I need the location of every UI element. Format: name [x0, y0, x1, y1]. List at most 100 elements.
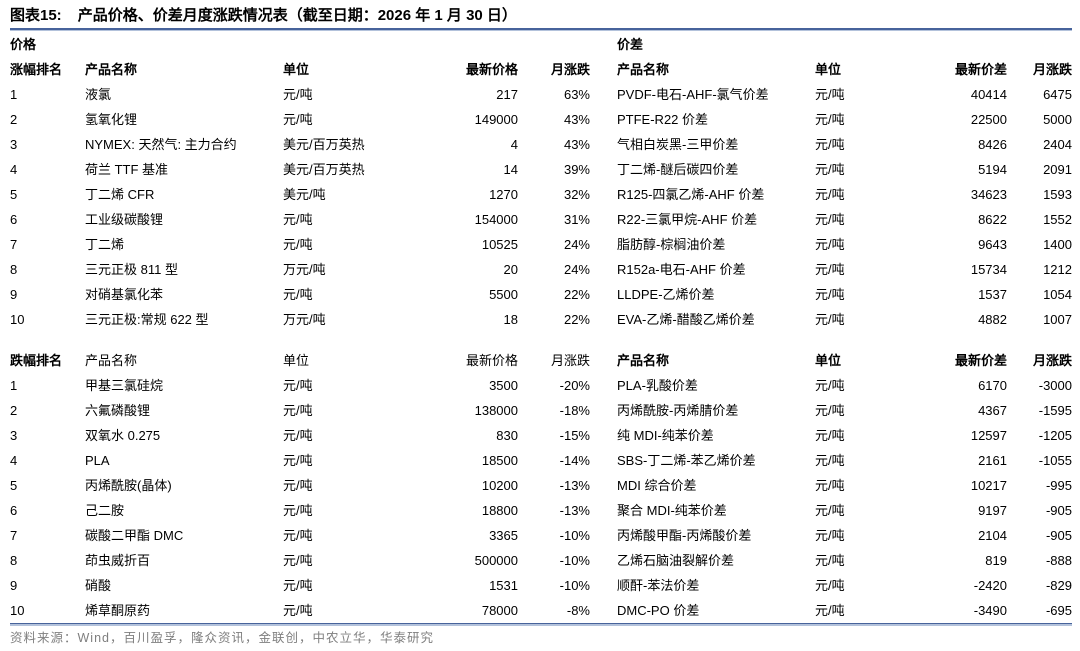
- cell: R22-三氯甲烷-AHF 价差: [617, 212, 758, 227]
- cell: 1593: [1043, 187, 1072, 202]
- cell: 1537: [978, 287, 1007, 302]
- cell: 40414: [970, 87, 1007, 102]
- cell: -695: [1045, 603, 1072, 618]
- column-header: 单位: [815, 353, 842, 368]
- cell: 500000: [474, 553, 518, 568]
- price-losers-header: 跌幅排名 产品名称 单位 最新价格 月涨跌: [10, 348, 590, 373]
- spread-losers-body: PLA-乳酸价差 元/吨 6170 -3000 丙烯酰胺-丙烯腈价差 元/吨 4367 -15…: [617, 373, 1072, 623]
- figure-title: 图表15: 产品价格、价差月度涨跌情况表（截至日期：2026 年 1 月 30 日…: [10, 6, 1072, 28]
- cell: 39%: [563, 162, 590, 177]
- cell: 4: [10, 453, 18, 468]
- cell: 元/吨: [283, 87, 313, 102]
- cell: 3365: [489, 528, 518, 543]
- cell: -995: [1045, 478, 1072, 493]
- cell: 荷兰 TTF 基准: [85, 162, 169, 177]
- cell: 4: [10, 162, 18, 177]
- cell: 脂肪醇-棕榈油价差: [617, 237, 726, 252]
- cell: 154000: [474, 212, 518, 227]
- table-row: 7 碳酸二甲酯 DMC 元/吨 3365 -10%: [10, 523, 590, 548]
- cell: 元/吨: [815, 87, 845, 102]
- cell: 5500: [489, 287, 518, 302]
- cell: -1595: [1038, 403, 1072, 418]
- table-row: 1 甲基三氯硅烷 元/吨 3500 -20%: [10, 373, 590, 398]
- cell: 6: [10, 212, 18, 227]
- column-header: 单位: [283, 62, 310, 77]
- table-row: 10 三元正极:常规 622 型 万元/吨 18 22%: [10, 307, 590, 332]
- cell: 14: [503, 162, 518, 177]
- table-row: 1 液氯 元/吨 217 63%: [10, 82, 590, 107]
- cell: 元/吨: [815, 503, 845, 518]
- cell: 5194: [978, 162, 1007, 177]
- cell: 31%: [563, 212, 590, 227]
- cell: 元/吨: [283, 453, 313, 468]
- cell: 8: [10, 262, 18, 277]
- cell: 32%: [563, 187, 590, 202]
- cell: 4367: [978, 403, 1007, 418]
- cell: 2: [10, 403, 18, 418]
- column-header: 涨幅排名: [10, 62, 63, 77]
- cell: 10: [10, 603, 25, 618]
- table-row: 7 丁二烯 元/吨 10525 24%: [10, 232, 590, 257]
- table-row: 5 丙烯酰胺(晶体) 元/吨 10200 -13%: [10, 473, 590, 498]
- cell: 元/吨: [815, 212, 845, 227]
- cell: 3500: [489, 378, 518, 393]
- column-header: 产品名称: [617, 62, 670, 77]
- table-row: 2 六氟磷酸锂 元/吨 138000 -18%: [10, 398, 590, 423]
- cell: 液氯: [85, 87, 112, 102]
- price-losers-table: 跌幅排名 产品名称 单位 最新价格 月涨跌 1 甲基三氯硅烷 元/吨 3500 -20% 2 六氟磷…: [10, 348, 590, 623]
- column-header: 月涨跌: [550, 62, 590, 77]
- cell: MDI 综合价差: [617, 478, 697, 493]
- price-gainers-table: 涨幅排名 产品名称 单位 最新价格 月涨跌 1 液氯 元/吨 217 63% 2 氢氧化锂 元/吨 14…: [10, 57, 590, 332]
- cell: 丁二烯: [85, 237, 125, 252]
- cell: -15%: [559, 428, 590, 443]
- column-header: 最新价差: [954, 353, 1007, 368]
- cell: LLDPE-乙烯价差: [617, 287, 715, 302]
- cell: -14%: [559, 453, 590, 468]
- cell: 1054: [1043, 287, 1072, 302]
- cell: -3490: [973, 603, 1007, 618]
- price-losers-body: 1 甲基三氯硅烷 元/吨 3500 -20% 2 六氟磷酸锂 元/吨 138000 -18% 3 双氧…: [10, 373, 590, 623]
- table-row: 3 NYMEX: 天然气: 主力合约 美元/百万英热 4 43%: [10, 132, 590, 157]
- column-header: 月涨跌: [1032, 62, 1072, 77]
- table-row: 9 对硝基氯化苯 元/吨 5500 22%: [10, 282, 590, 307]
- cell: 6170: [978, 378, 1007, 393]
- cell: 美元/百万英热: [283, 137, 365, 152]
- cell: 元/吨: [815, 603, 845, 618]
- figure-title-text: 产品价格、价差月度涨跌情况表（截至日期：2026 年 1 月 30 日）: [77, 7, 517, 24]
- cell: 8: [10, 553, 18, 568]
- cell: -1055: [1038, 453, 1072, 468]
- cell: 43%: [563, 112, 590, 127]
- cell: PLA-乳酸价差: [617, 378, 698, 393]
- cell: 149000: [474, 112, 518, 127]
- cell: PTFE-R22 价差: [617, 112, 709, 127]
- cell: 元/吨: [815, 262, 845, 277]
- spread-section-label: 价差: [617, 37, 644, 52]
- price-block: 价格 涨幅排名 产品名称 单位 最新价格 月涨跌 1 液氯 元/吨 217 63% 2 氢氧化锂 元/…: [10, 33, 590, 623]
- cell: -10%: [559, 528, 590, 543]
- cell: 5000: [1043, 112, 1072, 127]
- cell: NYMEX: 天然气: 主力合约: [85, 137, 237, 152]
- cell: 63%: [563, 87, 590, 102]
- cell: 元/吨: [283, 378, 313, 393]
- spread-block: 价差 产品名称 单位 最新价差 月涨跌 PVDF-电石-AHF-氯气价差 元/吨 4041…: [617, 33, 1072, 623]
- cell: 元/吨: [283, 528, 313, 543]
- cell: 元/吨: [815, 378, 845, 393]
- section-gap: [617, 332, 1072, 348]
- cell: 5: [10, 187, 18, 202]
- cell: 三元正极 811 型: [85, 262, 178, 277]
- cell: 万元/吨: [283, 262, 326, 277]
- table-row: DMC-PO 价差 元/吨 -3490 -695: [617, 598, 1072, 623]
- cell: 3: [10, 428, 18, 443]
- cell: 18500: [481, 453, 518, 468]
- cell: 10: [10, 312, 25, 327]
- cell: 元/吨: [283, 478, 313, 493]
- cell: 9197: [978, 503, 1007, 518]
- cell: 5: [10, 478, 18, 493]
- cell: 819: [985, 553, 1007, 568]
- cell: -8%: [566, 603, 590, 618]
- cell: 丙烯酸甲酯-丙烯酸价差: [617, 528, 752, 543]
- cell: 8622: [978, 212, 1007, 227]
- cell: 六氟磷酸锂: [85, 403, 151, 418]
- column-header: 最新价格: [465, 62, 518, 77]
